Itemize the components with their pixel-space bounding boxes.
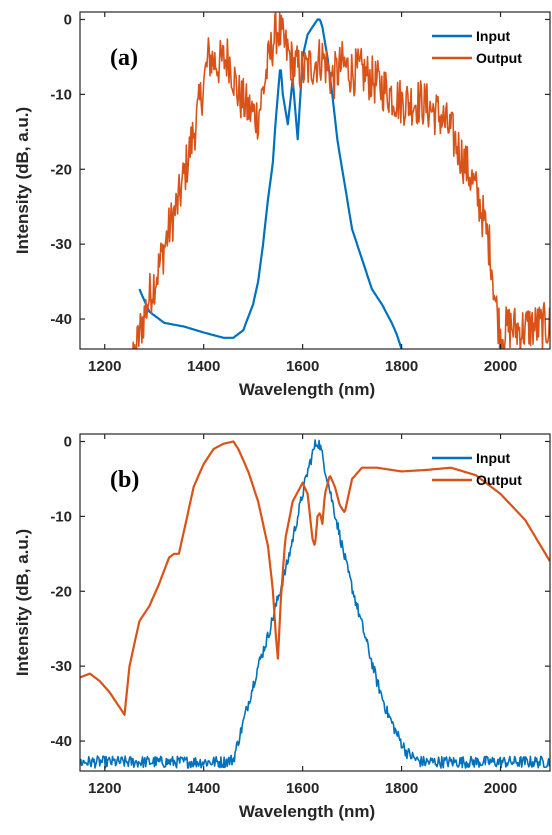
plot-area (80, 439, 550, 769)
y-tick-label: -40 (50, 733, 72, 750)
x-axis-label: Wavelength (nm) (239, 802, 375, 821)
y-tick-label: -30 (50, 658, 72, 675)
legend-label-output: Output (476, 472, 522, 488)
x-tick-label: 1400 (187, 358, 220, 375)
chart-panel-a: 1200 1400 1600 1800 2000 0 -10 -20 -30 -40 Wavelen… (13, 11, 551, 399)
series-line-input (80, 439, 550, 769)
x-tick-label: 1800 (385, 780, 418, 797)
plot-area (132, 12, 550, 349)
y-tick-label: -10 (50, 86, 72, 103)
x-tick-label: 2000 (484, 358, 517, 375)
axes-box (79, 11, 551, 350)
y-tick-label: 0 (64, 433, 72, 450)
x-tick-label: 2000 (484, 780, 517, 797)
legend-label-input: Input (476, 28, 511, 44)
x-tick-label: 1600 (286, 780, 319, 797)
y-axis-label: Intensity (dB, a.u.) (13, 107, 32, 254)
legend-label-input: Input (476, 450, 511, 466)
x-tick-label: 1200 (88, 358, 121, 375)
x-tick-label: 1400 (187, 780, 220, 797)
x-tick-label: 1600 (286, 358, 319, 375)
y-tick-label: 0 (64, 11, 72, 28)
y-tick-label: -10 (50, 508, 72, 525)
y-tick-label: -40 (50, 311, 72, 328)
axes-box (79, 433, 551, 772)
chart-panel-b: 1200 1400 1600 1800 2000 0 -10 -20 -30 -40 Wavelen… (13, 433, 551, 821)
y-tick-label: -20 (50, 161, 72, 178)
series-line-output (132, 12, 550, 349)
legend-label-output: Output (476, 50, 522, 66)
y-tick-label: -30 (50, 236, 72, 253)
legend: Input Output (432, 450, 522, 488)
x-tick-label: 1800 (385, 358, 418, 375)
y-axis-label: Intensity (dB, a.u.) (13, 529, 32, 676)
panel-label: (a) (110, 45, 138, 71)
x-axis-label: Wavelength (nm) (239, 380, 375, 399)
panel-label: (b) (110, 467, 139, 493)
y-tick-label: -20 (50, 583, 72, 600)
series-line-output (80, 440, 550, 716)
series-line-input (138, 18, 403, 349)
x-tick-label: 1200 (88, 780, 121, 797)
legend: Input Output (432, 28, 522, 66)
